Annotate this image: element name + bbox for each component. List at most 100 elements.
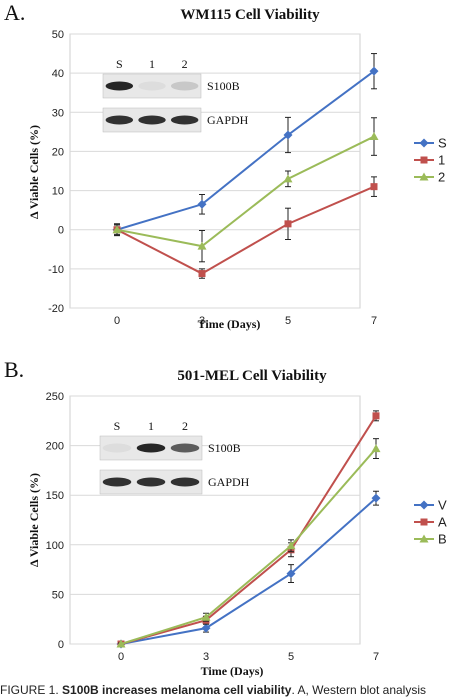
x-tick-label: 7: [371, 315, 377, 327]
data-point: [201, 623, 211, 633]
series-line: [116, 70, 375, 231]
data-point: [197, 241, 207, 250]
data-point: [369, 132, 379, 141]
y-tick-label: -10: [48, 264, 64, 276]
x-axis-title-a: Time (Days): [198, 317, 261, 331]
blot-band: [105, 115, 134, 125]
blot-band: [136, 477, 166, 487]
legend-marker: [420, 518, 428, 526]
data-point: [201, 612, 211, 621]
legend-entry: A: [414, 515, 447, 530]
data-point: [284, 220, 292, 228]
series-line: [116, 185, 375, 275]
x-tick-label: 0: [114, 315, 120, 327]
data-point: [371, 493, 381, 503]
data-point: [197, 199, 207, 209]
legend-label: V: [438, 498, 447, 513]
data-point: [286, 541, 296, 550]
blot-band: [105, 81, 134, 91]
legend-label: S: [438, 136, 447, 151]
blot-row-label: S100B: [208, 441, 241, 455]
blot-band: [138, 115, 166, 125]
y-tick-label: 100: [46, 540, 64, 552]
data-point: [283, 130, 293, 140]
panel-b-label: B.: [4, 357, 24, 382]
panel-a: A. WM115 Cell Viability -20-100102030405…: [4, 0, 447, 331]
data-point: [371, 444, 381, 453]
series-group-b: [116, 410, 381, 649]
blot-band: [102, 477, 132, 487]
data-point: [369, 66, 379, 76]
blot-band: [170, 81, 199, 91]
plot-area-b: [69, 395, 361, 645]
blot-row-label: S100B: [207, 79, 240, 93]
panel-b: B. 501-MEL Cell Viability 05010015020025…: [4, 357, 447, 678]
y-tick-label: -20: [48, 303, 64, 315]
data-point: [370, 183, 378, 191]
y-axis-title-a: Δ Viable Cells (%): [27, 125, 41, 219]
series-line: [120, 447, 377, 645]
series-line: [120, 497, 377, 645]
blot-strip-s100b: [102, 73, 202, 99]
legend-label: B: [438, 532, 447, 547]
blot-lane-label: S: [114, 419, 121, 433]
y-tick-label: 50: [52, 29, 64, 41]
western-blot-a: S100B GAPDH S 1 2: [102, 57, 249, 133]
caption-bold: S100B increases melanoma cell viability: [62, 683, 292, 697]
legend-entry: B: [414, 532, 447, 547]
blot-lane-label: S: [116, 57, 123, 71]
blot-lane-label: 1: [149, 57, 155, 71]
data-point: [372, 412, 380, 420]
y-tick-label: 20: [52, 146, 64, 158]
data-point: [286, 569, 296, 579]
x-tick-label: 3: [203, 651, 209, 663]
x-tick-label: 0: [118, 651, 124, 663]
blot-band: [136, 443, 166, 453]
legend-label: 2: [438, 170, 445, 185]
blot-row-label: GAPDH: [207, 113, 249, 127]
blot-lane-label: 2: [182, 57, 188, 71]
western-blot-b: S100B GAPDH S 1 2: [99, 419, 250, 495]
legend-marker: [419, 172, 429, 181]
x-ticks-b: 0 3 5 7: [118, 651, 379, 663]
y-ticks-b: 0 50 100 150 200 250: [46, 391, 64, 651]
blot-lane-label: 2: [182, 419, 188, 433]
y-tick-label: 30: [52, 107, 64, 119]
x-tick-label: 7: [373, 651, 379, 663]
legend-b: VAB: [414, 498, 447, 547]
caption-rest: . A, Western blot analysis: [291, 683, 426, 697]
chart-title-501mel: 501-MEL Cell Viability: [177, 368, 327, 384]
data-point: [116, 639, 126, 648]
y-tick-label: 200: [46, 441, 64, 453]
blot-band: [170, 443, 200, 453]
legend-entry: S: [414, 136, 447, 151]
series-group-a: [112, 53, 379, 279]
x-axis-title-b: Time (Days): [201, 664, 264, 678]
y-tick-label: 150: [46, 490, 64, 502]
y-tick-label: 50: [52, 589, 64, 601]
legend-entry: 2: [414, 170, 445, 185]
legend-label: 1: [438, 153, 445, 168]
y-tick-label: 250: [46, 391, 64, 403]
legend-label: A: [438, 515, 447, 530]
y-tick-label: 10: [52, 186, 64, 198]
y-axis-title-b: Δ Viable Cells (%): [27, 473, 41, 567]
legend-marker: [419, 534, 429, 543]
series-B: [116, 438, 381, 648]
x-tick-label: 3: [199, 315, 205, 327]
x-tick-label: 5: [285, 315, 291, 327]
blot-band: [102, 443, 132, 453]
series-2: [112, 117, 379, 263]
legend-entry: V: [414, 498, 447, 513]
blot-row-label: GAPDH: [208, 475, 250, 489]
x-tick-label: 5: [288, 651, 294, 663]
legend-entry: 1: [414, 153, 445, 168]
figure-caption: FIGURE 1. S100B increases melanoma cell …: [0, 683, 426, 697]
x-ticks-a: 0 3 5 7: [114, 315, 377, 327]
y-ticks-a: -20 -10 0 10 20 30 40 50: [48, 29, 64, 315]
blot-band: [170, 115, 199, 125]
data-point: [283, 174, 293, 183]
series-line: [120, 415, 377, 645]
y-tick-label: 40: [52, 68, 64, 80]
